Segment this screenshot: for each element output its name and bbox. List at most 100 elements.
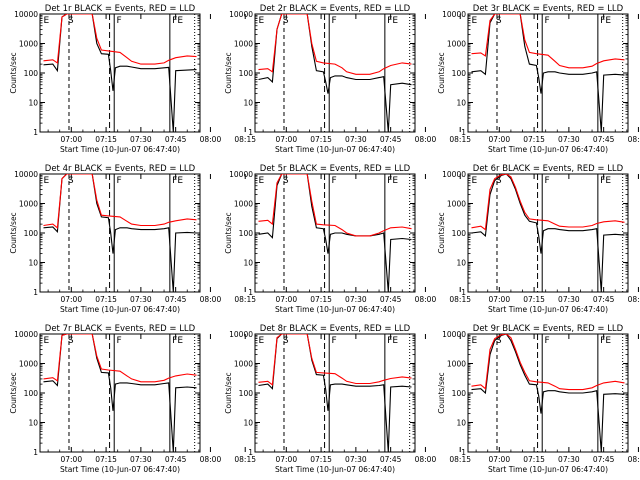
flag-label: S [496,16,502,26]
flag-label: FE [172,176,183,186]
x-tick-label: 07:30 [558,295,580,304]
x-axis-label: Start Time (10-Jun-07 06:47:40) [488,465,608,474]
x-tick-label: 08:00 [628,135,640,144]
x-tick-label: 07:00 [488,295,510,304]
y-tick-label: 10000 [229,170,253,179]
events-series-line [43,334,197,452]
y-tick-label: 10 [243,419,253,428]
x-tick-label: 08:15 [234,455,256,464]
y-tick-label: 10 [28,99,38,108]
x-tick-label: 07:00 [60,135,82,144]
y-axis-label: Counts/sec [9,212,18,253]
x-tick-label: 07:15 [95,455,117,464]
x-tick-label: 07:15 [523,135,545,144]
flag-label: F [545,336,550,346]
y-tick-label: 100 [24,389,39,398]
events-series-line [258,174,412,292]
x-axis-label: Start Time (10-Jun-07 06:47:40) [275,145,395,154]
x-tick-label: 07:15 [310,295,332,304]
lld-series-line [258,334,412,386]
x-tick-label: 08:15 [449,135,471,144]
flag-label: FE [387,16,398,26]
x-tick-label: 08:00 [415,295,437,304]
panel-title: Det 6r BLACK = Events, RED = LLD [473,164,624,174]
y-tick-label: 10 [28,259,38,268]
flag-label: E [471,176,477,186]
x-tick-label: 07:00 [275,135,297,144]
flag-label: E [471,336,477,346]
x-tick-label: 07:30 [345,295,367,304]
flag-label: FE [600,336,611,346]
flag-label: FE [600,176,611,186]
plot-frame [467,13,629,133]
x-axis-label: Start Time (10-Jun-07 06:47:40) [275,465,395,474]
panel-title: Det 7r BLACK = Events, RED = LLD [45,324,196,334]
x-tick-label: 07:30 [558,455,580,464]
y-tick-label: 100 [24,69,39,78]
flag-label: FE [387,176,398,186]
detector-panel-6: Det 6r BLACK = Events, RED = LLD 1 10 100 10… [437,164,640,314]
detector-panel-4: Det 4r BLACK = Events, RED = LLD 1 10 100 10… [9,164,256,314]
x-tick-label: 08:15 [234,135,256,144]
panel-title: Det 2r BLACK = Events, RED = LLD [260,4,411,14]
y-tick-label: 10000 [14,170,38,179]
flag-label: S [283,336,289,346]
x-tick-label: 08:00 [415,135,437,144]
detector-panel-2: Det 2r BLACK = Events, RED = LLD11010010… [224,4,471,154]
x-tick-label: 07:15 [310,135,332,144]
events-series-line [471,174,625,292]
y-tick-label: 10 [456,259,466,268]
lld-series-line [471,14,625,69]
flag-label: F [117,16,122,26]
x-tick-label: 07:45 [165,135,187,144]
flag-label: F [332,176,337,186]
flag-label: F [545,16,550,26]
flag-label: S [496,176,502,186]
y-tick-label: 10000 [229,330,253,339]
detector-panel-8: Det 8r BLACK = Events, RED = LLD11010010… [224,324,471,474]
x-tick-label: 07:00 [60,295,82,304]
flag-label: F [332,336,337,346]
x-tick-label: 07:00 [275,455,297,464]
y-tick-label: 1 [33,128,38,137]
x-tick-label: 07:45 [593,455,615,464]
y-tick-label: 100 [452,229,467,238]
flag-label: FE [600,16,611,26]
x-tick-label: 07:45 [380,295,402,304]
x-tick-label: 07:30 [345,135,367,144]
y-tick-label: 1 [248,448,253,457]
flag-label: FE [172,16,183,26]
y-tick-label: 10000 [442,170,466,179]
x-tick-label: 07:45 [380,135,402,144]
x-tick-label: 07:30 [130,135,152,144]
y-axis-label: Counts/sec [224,372,233,413]
y-tick-label: 10000 [229,10,253,19]
y-tick-label: 100 [239,229,254,238]
x-tick-label: 08:15 [449,295,471,304]
x-axis-label: Start Time (10-Jun-07 06:47:40) [488,145,608,154]
detector-panel-1: Det 1r BLACK = Events, RED = LLD 1 10 100 10… [9,4,256,154]
flag-label: S [68,16,74,26]
panel-title: Det 1r BLACK = Events, RED = LLD [45,4,196,14]
flag-label: E [258,16,264,26]
lld-series-line [258,14,412,75]
flag-label: S [68,176,74,186]
y-tick-label: 1000 [234,200,253,209]
flag-label: F [332,16,337,26]
lld-series-line [43,14,197,65]
lld-series-line [471,334,625,391]
flag-label: E [471,16,477,26]
y-tick-label: 1000 [447,360,466,369]
plot-frame [467,333,629,453]
x-tick-label: 07:00 [275,295,297,304]
y-tick-label: 10 [456,99,466,108]
flag-label: S [283,16,289,26]
flag-label: F [117,176,122,186]
panel-title: Det 4r BLACK = Events, RED = LLD [45,164,196,174]
flag-label: S [68,336,74,346]
flag-label: E [258,176,264,186]
y-tick-label: 1 [33,288,38,297]
y-axis-label: Counts/sec [437,52,446,93]
events-series-line [471,14,625,132]
